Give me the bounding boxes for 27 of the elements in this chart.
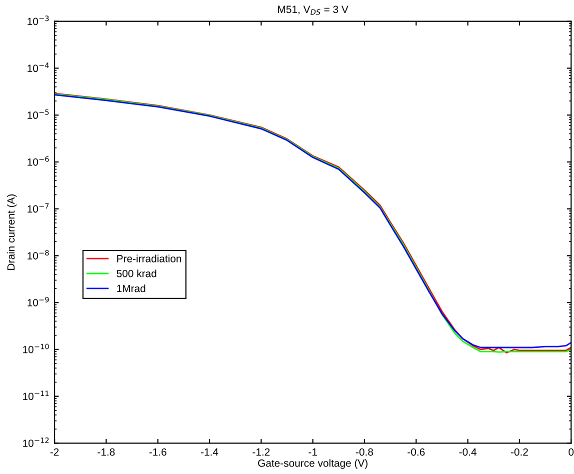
x-tick-label: -1.8	[98, 448, 115, 456]
x-axis-title: Gate-source voltage (V)	[258, 459, 368, 469]
legend-label: 500 krad	[116, 270, 156, 278]
y-tick-label: 10$^{−7}$	[28, 203, 49, 213]
y-tick-label: 10$^{−5}$	[28, 109, 49, 119]
x-tick-label: -1.6	[149, 448, 166, 456]
legend-label: 1Mrad	[117, 284, 146, 292]
legend-label: Pre-irradiation	[117, 254, 182, 262]
x-tick-label: -0.2	[510, 448, 528, 456]
y-tick-label: 10$^{−11}$	[23, 390, 49, 400]
y-tick-label: 10$^{−8}$	[28, 250, 49, 260]
y-tick-label: 10$^{−10}$	[23, 344, 49, 354]
y-tick-label: 10$^{−12}$	[23, 437, 49, 447]
y-tick-label: 10$^{−3}$	[28, 16, 49, 26]
y-tick-label: 10$^{−4}$	[28, 62, 49, 72]
x-tick-label: -0.4	[459, 448, 476, 456]
x-tick-label: -1.4	[201, 448, 218, 456]
x-tick-label: -2	[50, 448, 59, 456]
x-tick-label: -0.6	[408, 448, 425, 456]
y-tick-label: 10$^{−9}$	[28, 296, 49, 306]
x-tick-label: 0	[568, 448, 574, 456]
chart-title: M51, V$_{DS}$ = 3 V	[278, 6, 348, 15]
x-tick-label: -0.8	[356, 448, 374, 456]
x-tick-label: -1	[308, 448, 317, 456]
y-tick-label: 10$^{−6}$	[28, 156, 49, 166]
y-axis-title: Drain current (A)	[7, 194, 17, 270]
x-tick-label: -1.2	[252, 448, 270, 456]
